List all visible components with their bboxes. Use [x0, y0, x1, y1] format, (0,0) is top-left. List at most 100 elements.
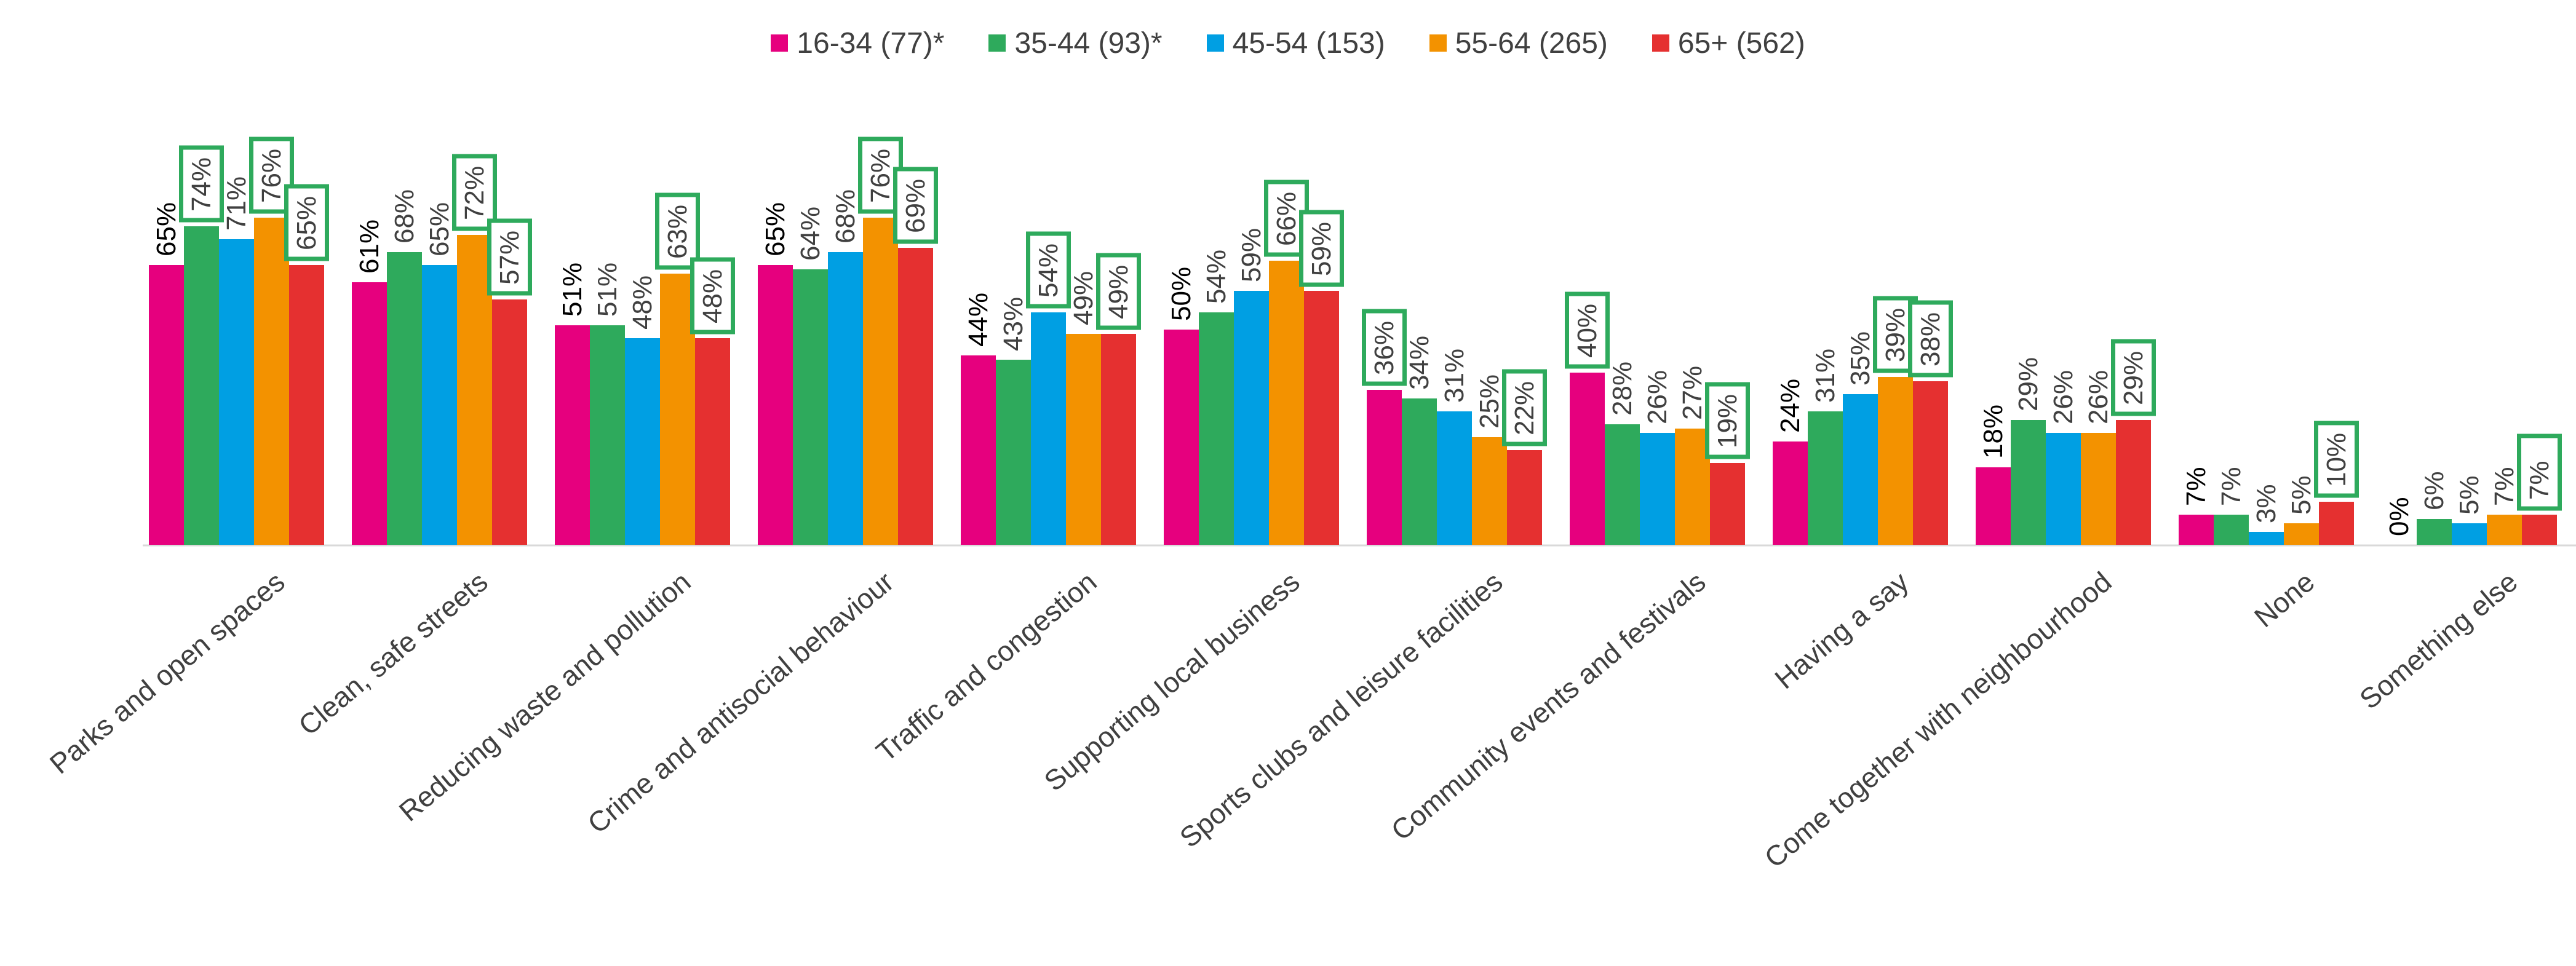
bar-1-11 — [2179, 515, 2214, 545]
value-label-group-4-1: 76% — [249, 137, 294, 214]
value-label-group-5-7: 22% — [1502, 369, 1547, 446]
bar-1-2 — [352, 282, 387, 545]
value-label-group-3-12: 5% — [2454, 475, 2484, 515]
bar-3-11 — [2249, 532, 2284, 545]
value-label-box-1-7 — [1362, 309, 1407, 386]
bar-5-11 — [2319, 502, 2354, 545]
value-label-box-5-6 — [1299, 210, 1344, 287]
value-label-box-5-2 — [487, 218, 532, 296]
bar-4-12 — [2487, 515, 2522, 545]
value-label-group-2-8: 28% — [1607, 362, 1637, 416]
value-label-box-5-3 — [690, 257, 735, 335]
bar-4-4 — [863, 218, 898, 545]
bar-4-10 — [2081, 433, 2116, 545]
value-labels: 65%74% 71%76%65% 61%68% 65%72%57%51% 51% 48%6… — [151, 137, 2562, 536]
value-label-box-5-12 — [2517, 434, 2562, 511]
value-label-group-3-9: 35% — [1845, 331, 1875, 386]
value-label-box-5-10 — [2111, 339, 2156, 416]
bar-5-8 — [1710, 463, 1745, 545]
legend-swatch-35-44 — [988, 34, 1006, 52]
value-label-4-11: 5% — [2286, 475, 2316, 515]
bar-3-6 — [1234, 291, 1269, 545]
value-label-group-1-7: 36% — [1362, 309, 1407, 386]
bar-4-11 — [2284, 523, 2319, 545]
bar-5-12 — [2522, 515, 2557, 545]
value-label-group-5-5: 49% — [1096, 253, 1141, 330]
legend-swatch-65-plus — [1652, 34, 1669, 52]
value-label-group-5-6: 59% — [1299, 210, 1344, 287]
bar-4-3 — [660, 274, 695, 545]
value-label-3-4: 68% — [830, 189, 861, 243]
value-label-4-1: 76% — [256, 149, 287, 203]
value-label-4-12: 7% — [2489, 467, 2519, 506]
category-label-1: Parks and open spaces — [44, 566, 291, 780]
value-label-1-4: 65% — [760, 202, 790, 256]
bar-3-7 — [1437, 411, 1472, 545]
value-label-group-1-9: 24% — [1775, 379, 1805, 433]
bar-2-10 — [2011, 420, 2046, 545]
value-label-group-1-6: 50% — [1166, 267, 1196, 321]
bar-2-6 — [1199, 312, 1234, 545]
value-label-1-5: 44% — [963, 293, 993, 347]
category-label-5: Traffic and congestion — [870, 566, 1102, 768]
value-label-5-3: 48% — [698, 269, 728, 323]
bar-1-8 — [1570, 373, 1605, 545]
bar-1-3 — [555, 325, 590, 545]
value-label-4-5: 49% — [1068, 271, 1099, 325]
value-label-box-4-2 — [452, 154, 497, 231]
value-label-1-2: 61% — [354, 220, 384, 274]
value-label-5-8: 19% — [1712, 394, 1743, 448]
value-label-5-2: 57% — [495, 231, 525, 285]
bar-5-3 — [695, 338, 730, 545]
bar-3-12 — [2452, 523, 2487, 545]
bar-2-11 — [2214, 515, 2249, 545]
value-label-box-4-1 — [249, 137, 294, 214]
value-label-group-1-5: 44% — [963, 293, 993, 347]
category-label-8: Community events and festivals — [1385, 566, 1712, 847]
value-label-group-2-12: 6% — [2419, 471, 2449, 510]
value-label-box-5-8 — [1705, 382, 1750, 459]
value-label-1-7: 36% — [1369, 321, 1399, 375]
bar-2-1 — [184, 226, 219, 545]
category-label-7: Sports clubs and leisure facilities — [1174, 566, 1509, 854]
value-label-2-9: 31% — [1810, 349, 1840, 403]
value-label-2-2: 68% — [389, 189, 419, 243]
bar-4-8 — [1675, 429, 1710, 545]
value-label-group-5-1: 65% — [284, 184, 329, 261]
value-label-group-3-5: 54% — [1026, 231, 1071, 309]
bar-3-3 — [625, 338, 660, 545]
value-label-1-8: 40% — [1572, 304, 1602, 358]
value-label-group-3-3: 48% — [627, 275, 658, 330]
bar-3-2 — [422, 265, 457, 545]
legend-item-65-plus: 65+ (562) — [1652, 26, 1805, 60]
value-label-group-1-1: 65% — [151, 202, 181, 256]
bar-5-2 — [492, 299, 527, 545]
value-label-group-2-1: 74% — [179, 145, 224, 223]
value-label-box-5-4 — [893, 167, 938, 244]
value-label-1-1: 65% — [151, 202, 181, 256]
value-label-group-2-5: 43% — [998, 297, 1028, 351]
value-label-5-7: 22% — [1509, 381, 1540, 435]
value-label-4-6: 66% — [1271, 192, 1302, 246]
value-label-group-5-12: 7% — [2517, 434, 2562, 511]
bar-5-4 — [898, 248, 933, 545]
value-label-group-5-4: 69% — [893, 167, 938, 244]
value-label-2-1: 74% — [186, 157, 217, 212]
bar-1-1 — [149, 265, 184, 545]
value-label-group-1-11: 7% — [2181, 467, 2211, 506]
value-label-3-9: 35% — [1845, 331, 1875, 386]
value-label-group-4-8: 27% — [1677, 366, 1707, 420]
value-label-2-3: 51% — [592, 263, 622, 317]
bar-5-7 — [1507, 450, 1542, 545]
value-label-group-4-7: 25% — [1474, 374, 1505, 429]
legend-label-16-34: 16-34 (77)* — [797, 26, 945, 60]
legend-swatch-16-34 — [771, 34, 789, 52]
legend-swatch-55-64 — [1429, 34, 1447, 52]
category-label-9: Having a say — [1768, 566, 1914, 695]
value-label-group-4-6: 66% — [1264, 180, 1309, 257]
value-label-3-10: 26% — [2048, 370, 2078, 424]
value-label-3-6: 59% — [1236, 228, 1266, 282]
value-label-5-6: 59% — [1306, 222, 1337, 276]
value-label-box-5-1 — [284, 184, 329, 261]
